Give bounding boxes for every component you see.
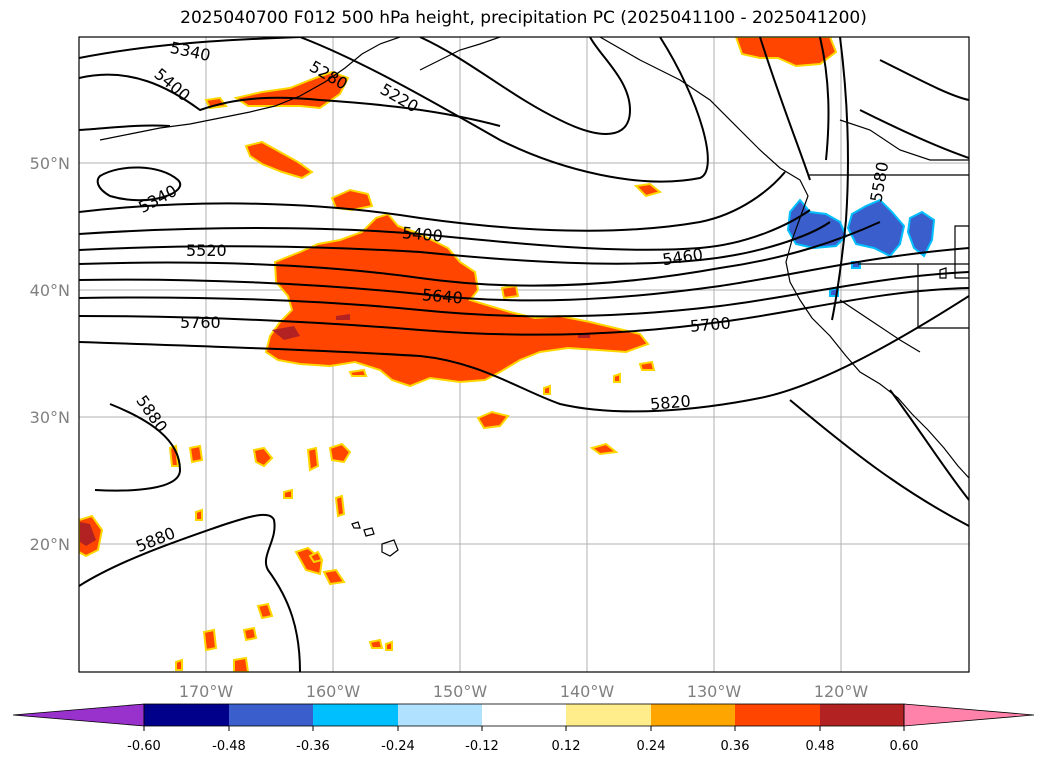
colorbar-tick-label: 0.36 [721, 739, 750, 754]
colorbar-tick-label: -0.48 [212, 739, 246, 754]
latitude-labels: 50°N 40°N 30°N 20°N [30, 154, 70, 554]
colorbar-tick-label: 0.48 [806, 739, 835, 754]
colorbar-bin [735, 704, 820, 726]
colorbar: -0.60 -0.48 -0.36 -0.24 -0.12 0.12 0.24 … [12, 703, 1035, 754]
contour-label: 5700 [689, 313, 731, 335]
colorbar-bin [144, 704, 229, 726]
contour-label: 5520 [186, 241, 227, 260]
lon-label-120w: 120°W [814, 682, 869, 701]
contour-label: 5760 [180, 313, 221, 332]
borders [808, 119, 969, 329]
colorbar-tick-label: -0.12 [465, 739, 499, 754]
colorbar-high-extend [903, 703, 1035, 727]
contour-label: 5640 [421, 285, 463, 307]
longitude-labels: 170°W 160°W 150°W 140°W 130°W 120°W [179, 682, 869, 701]
colorbar-tick-label: 0.24 [637, 739, 666, 754]
colorbar-tick-label: -0.36 [296, 739, 330, 754]
colorbar-bin [651, 704, 735, 726]
colorbar-bin [398, 704, 482, 726]
map-frame [78, 36, 970, 673]
colorbar-low-extend [12, 703, 145, 727]
precip-heavy-cores [80, 314, 590, 546]
colorbar-bin [229, 704, 313, 726]
lat-label-20n: 20°N [30, 535, 70, 554]
colorbar-bin [482, 704, 566, 726]
contour-label: 5400 [401, 223, 443, 245]
colorbar-tick-label: 0.12 [552, 739, 581, 754]
lon-label-150w: 150°W [433, 682, 488, 701]
lat-label-50n: 50°N [30, 154, 70, 173]
colorbar-bin [820, 704, 904, 726]
colorbar-tick-label: -0.60 [127, 739, 161, 754]
height-contours [79, 37, 969, 672]
colorbar-tick-label: 0.60 [890, 739, 919, 754]
map-title: 2025040700 F012 500 hPa height, precipit… [180, 8, 867, 28]
lon-label-140w: 140°W [560, 682, 615, 701]
colorbar-tick-label: -0.24 [381, 739, 415, 754]
lon-label-130w: 130°W [687, 682, 742, 701]
lon-label-160w: 160°W [306, 682, 361, 701]
colorbar-bin [313, 704, 398, 726]
colorbar-bin [566, 704, 651, 726]
map-plot-area [79, 37, 969, 672]
lat-label-40n: 40°N [30, 281, 70, 300]
coastlines [99, 37, 969, 557]
lat-label-30n: 30°N [30, 408, 70, 427]
contour-label: 5820 [649, 391, 691, 413]
lon-label-170w: 170°W [179, 682, 234, 701]
